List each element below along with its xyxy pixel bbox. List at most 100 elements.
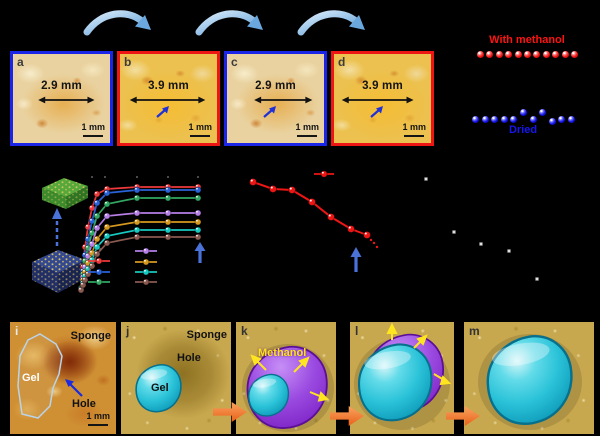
marker-highlight (83, 277, 85, 280)
series-gold-point (164, 218, 172, 226)
marker-highlight (97, 269, 99, 272)
panel-j-schematic (135, 329, 230, 419)
tail-point (372, 241, 376, 245)
dimension-arrow-head (341, 96, 349, 104)
marker-highlight (95, 213, 97, 216)
series-cyan-point (164, 226, 172, 234)
sponge-label: Sponge (186, 329, 227, 341)
series-red-point (269, 185, 277, 193)
gel-pointer-arrow-icon (376, 106, 383, 114)
with-methanol-label: With methanol (489, 34, 565, 46)
legend-key-point (95, 257, 103, 265)
marker-highlight (196, 219, 198, 222)
photo-panel-c: c 2.9 mm 1 mm (224, 51, 327, 146)
marker-highlight (95, 200, 97, 203)
panel-b-letter: b (124, 55, 132, 69)
dot-blue-sphere-icon (472, 116, 479, 123)
series-cyan-point (133, 226, 141, 234)
gel-outline (17, 333, 63, 419)
scale-bar-line (404, 135, 425, 137)
chart-middle-left (77, 176, 202, 294)
axis-tick (91, 176, 93, 178)
bottom-panel-m: m (464, 322, 594, 434)
series-gold-point (93, 235, 101, 243)
marker-highlight (83, 252, 85, 255)
series-brown-point (93, 250, 101, 258)
scale-label: 1 mm (188, 122, 212, 132)
series-brown-point (103, 239, 111, 247)
dot-blue-sphere-icon (529, 116, 537, 123)
series-brown-point (88, 262, 96, 270)
series-purple-point (103, 212, 111, 220)
dried-label: Dried (508, 124, 538, 136)
swollen-cube-image (42, 178, 88, 209)
marker-highlight (90, 257, 92, 260)
marker-highlight (144, 279, 146, 282)
marker-highlight (97, 279, 99, 282)
dimension-arrow-head (198, 96, 206, 104)
legend-key-point (142, 247, 150, 255)
marker-highlight (135, 195, 137, 198)
marker-highlight (105, 213, 107, 216)
marker-highlight (135, 184, 137, 187)
photo-panel-a: a 2.9 mm 1 mm (10, 51, 113, 146)
panel-l-letter: l (355, 324, 359, 338)
dimension-arrow-head (305, 96, 313, 104)
flow-arrow-2-icon (195, 10, 263, 36)
legend-key-point (142, 268, 150, 276)
gel-label: Gel (151, 382, 169, 394)
series-blue-point (133, 186, 141, 194)
gel-label: Gel (22, 372, 40, 384)
panel-a-letter: a (17, 55, 24, 69)
dot-red-sphere-icon (552, 51, 560, 58)
hole-dark-region (43, 340, 97, 384)
marker-highlight (135, 219, 137, 222)
series-green-point (93, 212, 101, 220)
marker-highlight (90, 230, 92, 233)
series-cyan-point (194, 226, 202, 234)
marker-highlight (81, 268, 83, 271)
series-blue-point (103, 189, 111, 197)
series-brown-point (194, 233, 202, 241)
scale-label: 1 mm (402, 122, 426, 132)
marker-highlight (105, 186, 107, 189)
dimension-arrow-head (87, 96, 95, 104)
marker-highlight (95, 225, 97, 228)
gel-blob (135, 363, 182, 413)
dry-cube-image (32, 250, 86, 293)
faint-mark (99, 248, 101, 250)
panel-k-letter: k (241, 324, 248, 338)
marker-highlight (79, 287, 81, 290)
series-green-point (133, 194, 141, 202)
gel-blob (248, 373, 290, 417)
dot-blue-sphere-icon (491, 116, 499, 123)
marker-highlight (321, 171, 324, 174)
marker-highlight (105, 240, 107, 243)
scale-label: 1 mm (81, 122, 105, 132)
series-green-point (103, 200, 111, 208)
photo-panel-b: b 3.9 mm 1 mm (117, 51, 220, 146)
marker-highlight (196, 187, 198, 190)
flow-arrow-3-icon (297, 10, 365, 36)
marker-highlight (81, 282, 83, 285)
dot-red-sphere-icon (486, 51, 494, 58)
marker-highlight (90, 263, 92, 266)
marker-highlight (328, 214, 331, 217)
dot-red-sphere-icon (505, 51, 513, 58)
marker-highlight (196, 184, 198, 187)
dot-blue-sphere-icon (539, 109, 547, 116)
series-brown-point (81, 276, 89, 284)
marker-highlight (83, 244, 85, 247)
marker-highlight (196, 234, 198, 237)
panel-a-scalebar: 1 mm (81, 118, 105, 137)
marker-highlight (250, 179, 253, 182)
flow-arrows (83, 10, 365, 36)
chart-middle-center (249, 170, 379, 249)
legend-key-point (142, 278, 150, 286)
marker-highlight (95, 191, 97, 194)
marker-highlight (166, 227, 168, 230)
series-blue-point (194, 186, 202, 194)
dot-red-sphere-icon (477, 51, 484, 58)
panel-b-annotations (129, 96, 206, 118)
